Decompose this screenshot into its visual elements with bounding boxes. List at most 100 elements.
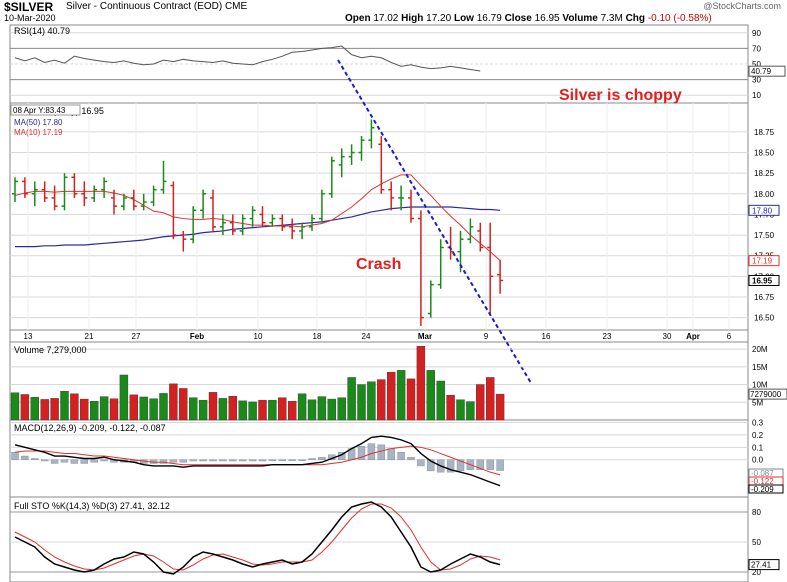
volume-bar — [89, 401, 99, 421]
volume-bar — [446, 394, 455, 421]
x-tick-label: 30 — [663, 332, 672, 341]
macd-histogram-bar — [229, 459, 237, 462]
x-tick-label: Mar — [418, 332, 432, 341]
volume-bar — [387, 371, 396, 421]
price-right-box — [748, 274, 780, 286]
vol-tick-label: 5M — [752, 398, 763, 407]
x-axis-strip — [9, 329, 749, 343]
volume-bar — [327, 398, 336, 421]
macd-histogram-bar — [179, 459, 188, 463]
macd-signal-line — [14, 445, 501, 476]
rsi-title: RSI(14) 40.79 — [14, 26, 70, 36]
vol-tick-label: 15M — [752, 363, 768, 372]
macd-histogram-bar — [417, 459, 425, 467]
rsi-tick-label: 70 — [752, 44, 761, 53]
volume-bar — [40, 399, 49, 421]
macd-histogram-bar — [446, 459, 455, 473]
volume-bar — [20, 394, 30, 421]
chart-header: $SILVER Silver - Continuous Contract (EO… — [0, 0, 787, 24]
annotation-choppy: Silver is choppy — [559, 87, 682, 104]
macd-histogram-bar — [407, 457, 415, 460]
macd-histogram-bar — [21, 455, 29, 460]
volume-bar — [30, 397, 39, 421]
volume-bar — [50, 398, 59, 421]
macd-histogram-bar — [308, 458, 316, 460]
volume-bar — [406, 378, 416, 421]
macd-histogram-bar — [496, 459, 504, 471]
volume-bar — [238, 400, 247, 421]
sto-tick-label: 80 — [752, 508, 761, 517]
vol-tick-label: 10M — [752, 381, 768, 390]
x-tick-label: 27 — [132, 332, 141, 341]
macd-histogram-bar — [189, 459, 197, 462]
x-tick-label: 21 — [85, 332, 94, 341]
volume-bar — [10, 392, 20, 421]
macd-histogram-bar — [70, 459, 79, 464]
macd-histogram-bar — [387, 448, 395, 460]
macd-title: MACD(12,26,9) -0.209, -0.122, -0.087 — [14, 423, 166, 433]
sto-k-line — [14, 501, 501, 575]
macd-tick-label: 0.1 — [752, 443, 764, 452]
macd-last-label: -0.087 — [751, 469, 774, 478]
rsi-last-label: 40.79 — [751, 67, 772, 76]
volume-bar — [278, 397, 287, 421]
volume-bar — [248, 401, 257, 421]
volume-bar — [109, 398, 119, 421]
volume-bar — [119, 374, 129, 421]
rsi-tick-label: 50 — [752, 60, 761, 69]
rsi-line — [14, 45, 481, 72]
stockcharts-logo: @StockCharts.com — [703, 1, 781, 11]
volume-bar — [337, 397, 346, 421]
volume-bar — [317, 396, 327, 421]
x-tick-label: Apr — [686, 332, 700, 341]
macd-histogram-bar — [100, 459, 108, 462]
ma10-line — [14, 174, 501, 262]
rsi-last-box — [748, 65, 786, 77]
macd-tick-label: 0.0 — [752, 456, 764, 465]
vol-last-box — [748, 388, 787, 400]
volume-bar — [377, 379, 386, 421]
legend-ma10: MA(10) 17.19 — [14, 128, 63, 137]
macd-histogram-bar — [318, 457, 326, 460]
volume-bar — [129, 394, 139, 421]
volume-bar — [347, 377, 356, 421]
macd-histogram-bar — [60, 459, 69, 463]
macd-histogram-bar — [11, 452, 19, 460]
sto-title: Full STO %K(14,3) %D(3) 27.41, 32.12 — [14, 501, 170, 511]
volume-bar — [288, 401, 297, 421]
x-tick-label: 18 — [313, 332, 322, 341]
price-right-label: 17.19 — [752, 257, 773, 266]
sto-last-box — [748, 559, 780, 571]
x-tick-label: 24 — [362, 332, 371, 341]
macd-histogram-bar — [397, 452, 405, 460]
rsi-tick-label: 90 — [752, 29, 761, 38]
volume-bar — [188, 397, 198, 421]
macd-histogram-bar — [367, 443, 376, 460]
price-tick-label: 18.00 — [754, 190, 775, 199]
sto-tick-label: 20 — [752, 568, 761, 577]
volume-bar — [99, 396, 109, 421]
macd-histogram-bar — [357, 445, 366, 460]
macd-histogram-bar — [50, 459, 59, 464]
rsi-tick-label: 30 — [752, 76, 761, 85]
volume-bar — [367, 381, 376, 421]
macd-histogram-bar — [258, 459, 267, 462]
volume-title: Volume 7,279,000 — [14, 345, 87, 355]
macd-histogram-bar — [377, 444, 385, 460]
volume-bar — [218, 398, 228, 421]
volume-bar — [60, 391, 69, 421]
macd-histogram-bar — [80, 459, 89, 464]
vol-tick-label: 20M — [752, 345, 768, 354]
macd-tick-label: 0.2 — [752, 431, 764, 440]
volume-bar — [297, 393, 307, 421]
volume-bar — [476, 384, 485, 421]
price-right-label: 16.95 — [752, 276, 773, 285]
macd-histogram-bar — [159, 459, 168, 464]
volume-bar — [179, 388, 188, 421]
macd-histogram-bar — [199, 459, 207, 462]
price-tick-label: 16.50 — [754, 314, 775, 323]
volume-bar — [396, 370, 406, 421]
sto-last-label: 27.41 — [751, 561, 772, 570]
volume-bar — [70, 393, 79, 421]
